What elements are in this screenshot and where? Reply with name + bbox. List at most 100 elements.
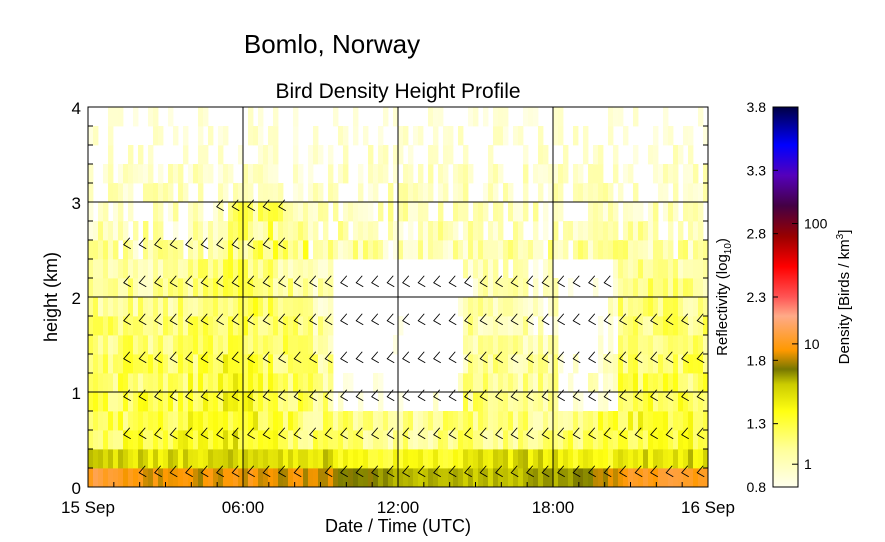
heatmap-cell [558,468,564,488]
heatmap-cell [273,392,279,412]
heatmap-cell [453,411,459,431]
heatmap-cell [468,335,474,355]
heatmap-cell [88,468,94,488]
heatmap-cell [358,392,364,412]
heatmap-cell [673,297,679,317]
heatmap-cell [293,297,299,317]
heatmap-cell [403,449,409,469]
heatmap-cell [398,221,404,241]
wind-barb [278,237,286,250]
heatmap-cell [263,183,269,203]
heatmap-cell [443,221,449,241]
heatmap-cell [633,240,639,260]
heatmap-cell [313,335,319,355]
heatmap-cell [138,468,144,488]
heatmap-cell [253,202,259,222]
heatmap-cell [243,297,249,317]
heatmap-cell [493,392,499,412]
heatmap-cell [418,411,424,431]
heatmap-cell [198,202,204,222]
heatmap-cell [123,373,129,393]
heatmap-cell [583,468,589,488]
heatmap-cell [158,411,164,431]
heatmap-cell [578,449,584,469]
heatmap-cell [593,449,599,469]
heatmap-cell [523,107,529,127]
heatmap-cell [153,278,159,298]
heatmap-cell [333,183,339,203]
heatmap-cell [258,297,264,317]
heatmap-cell [113,335,119,355]
heatmap-cell [138,335,144,355]
heatmap-cell [513,335,519,355]
heatmap-cell [488,297,494,317]
heatmap-cell [98,259,104,279]
heatmap-cell [123,468,129,488]
heatmap-cell [153,468,159,488]
heatmap-cell [568,430,574,450]
heatmap-cell [508,278,514,298]
wind-barb [603,313,612,326]
heatmap-cell [118,202,124,222]
heatmap-cell [503,259,509,279]
heatmap-cell [553,430,559,450]
heatmap-cell [603,221,609,241]
heatmap-cell [618,468,624,488]
heatmap-cell [308,202,314,222]
heatmap-cell [518,468,524,488]
heatmap-cell [198,354,204,374]
heatmap-cell [288,354,294,374]
heatmap-cell [608,221,614,241]
heatmap-cell [253,411,259,431]
heatmap-cell [353,468,359,488]
heatmap-cell [278,468,284,488]
heatmap-cell [103,392,109,412]
heatmap-cell [673,354,679,374]
heatmap-cell [688,297,694,317]
heatmap-cell [228,202,234,222]
heatmap-cell [483,183,489,203]
heatmap-cell [288,316,294,336]
heatmap-cell [163,316,169,336]
heatmap-cell [168,259,174,279]
heatmap-cell [553,468,559,488]
heatmap-cell [398,316,404,336]
heatmap-cell [623,278,629,298]
heatmap-cell [143,392,149,412]
heatmap-cell [503,430,509,450]
wind-barb [588,465,596,478]
heatmap-cell [273,316,279,336]
heatmap-cell [103,373,109,393]
heatmap-cell [678,297,684,317]
wind-barb [309,275,317,288]
heatmap-cell [453,430,459,450]
heatmap-cell [228,164,234,184]
heatmap-cell [478,297,484,317]
heatmap-cell [228,297,234,317]
heatmap-cell [443,240,449,260]
heatmap-cell [588,221,594,241]
heatmap-cell [688,373,694,393]
heatmap-cell [353,126,359,146]
heatmap-cell [648,354,654,374]
heatmap-cell [423,202,429,222]
heatmap-cell [338,468,344,488]
heatmap-cell [208,240,214,260]
heatmap-cell [193,259,199,279]
heatmap-cell [573,468,579,488]
heatmap-cell [228,430,234,450]
heatmap-cell [393,468,399,488]
heatmap-cell [518,278,524,298]
heatmap-cell [133,278,139,298]
heatmap-cell [648,278,654,298]
heatmap-cell [393,240,399,260]
heatmap-cell [388,411,394,431]
wind-barb [324,275,333,288]
heatmap-cell [298,202,304,222]
heatmap-cell [263,164,269,184]
heatmap-cell [273,240,279,260]
heatmap-cell [283,392,289,412]
heatmap-cell [123,259,129,279]
heatmap-cell [508,449,514,469]
